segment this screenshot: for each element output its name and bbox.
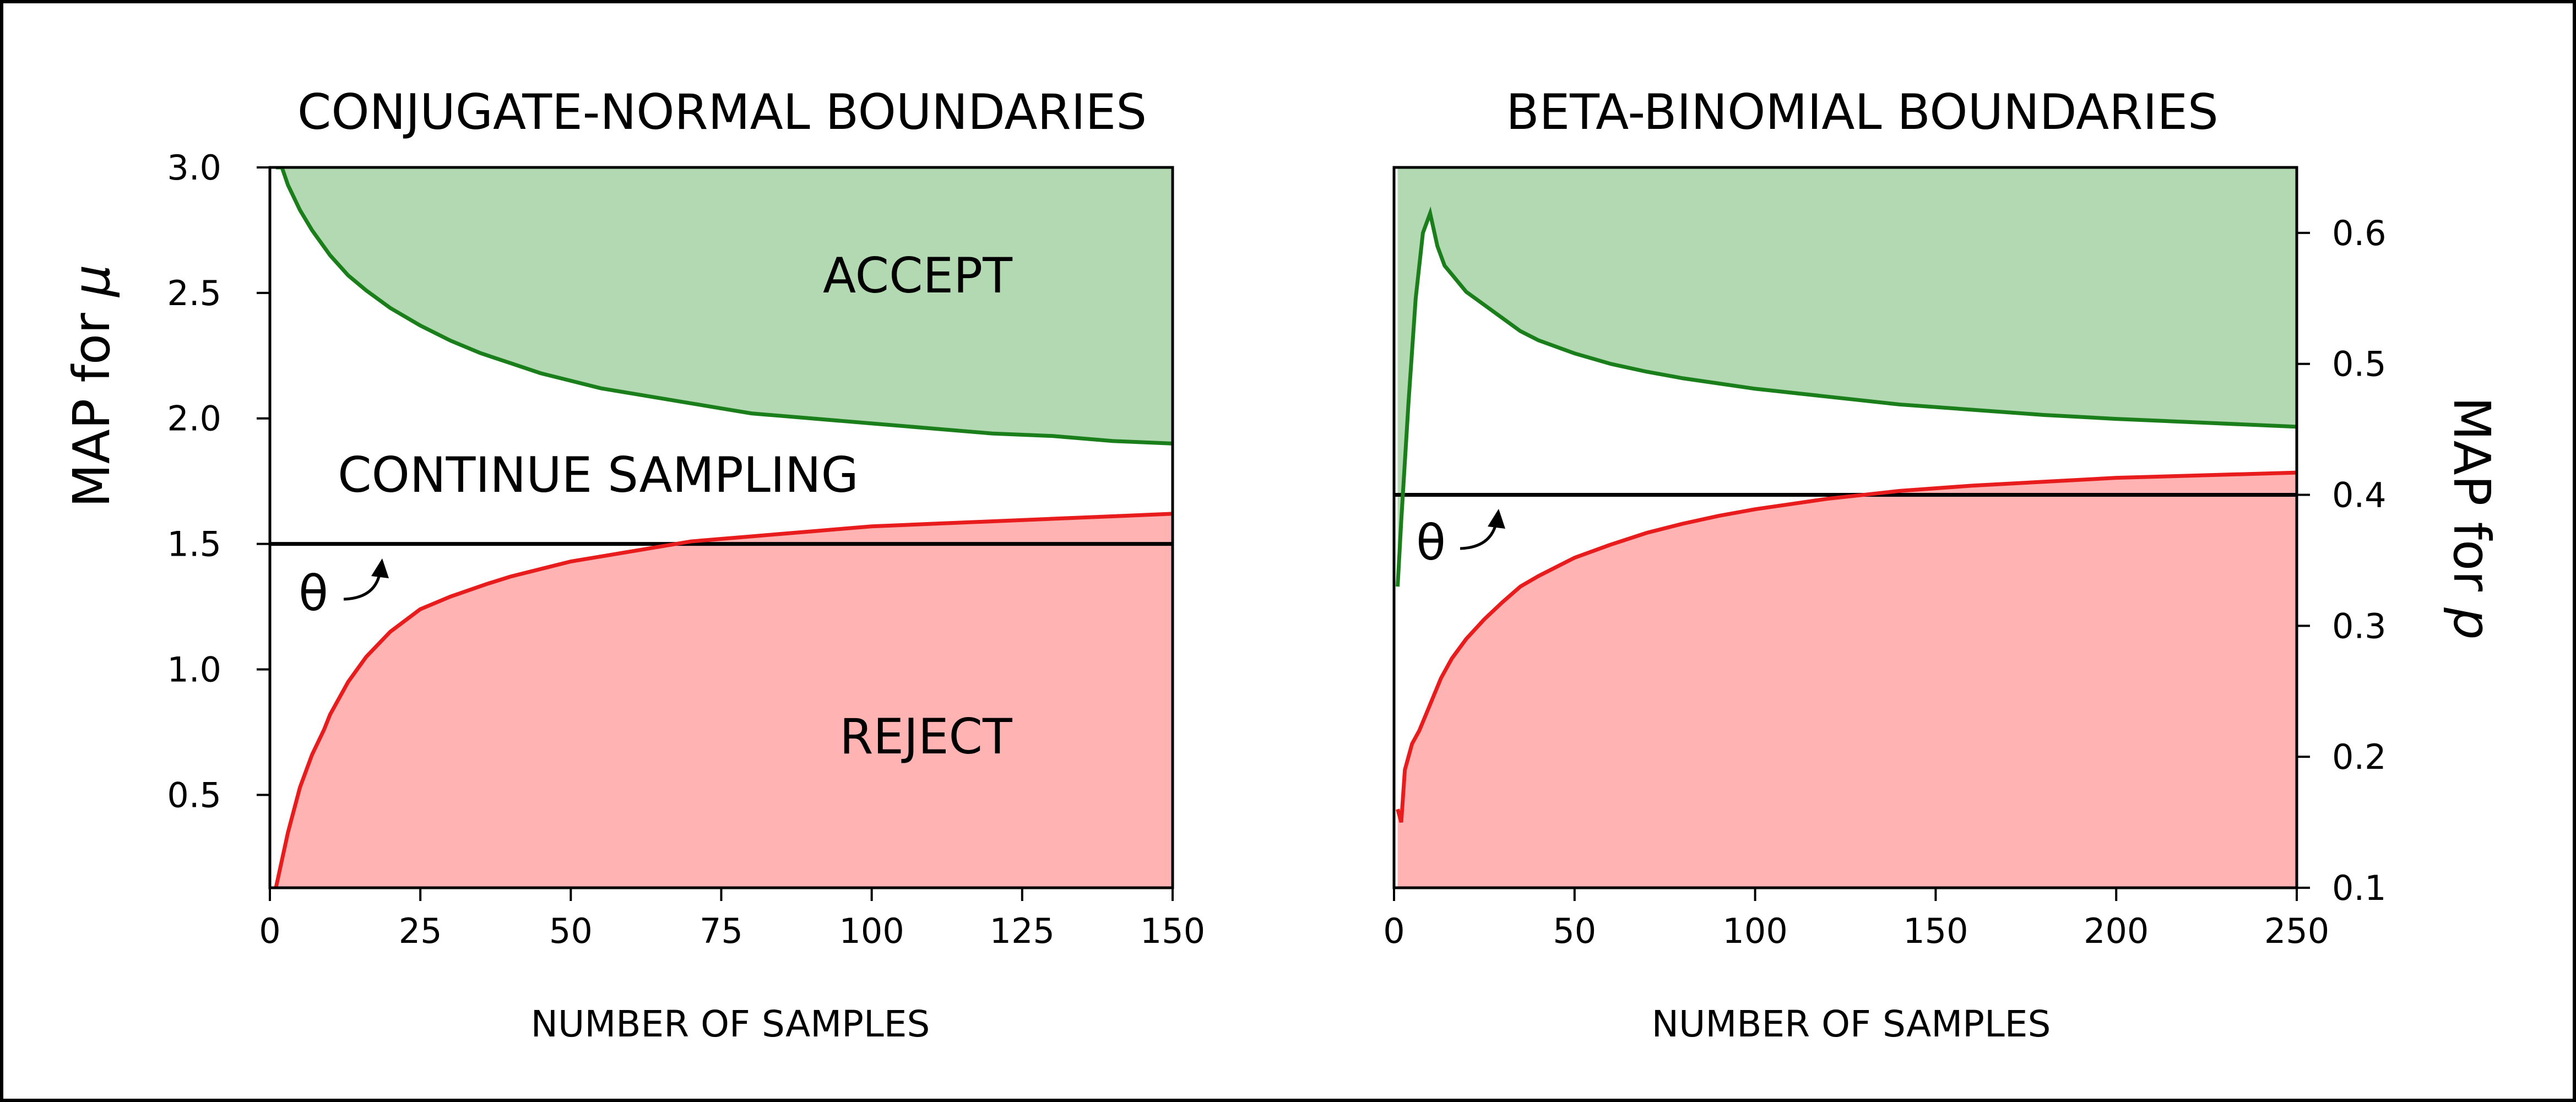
x-axis-label: NUMBER OF SAMPLES bbox=[531, 1003, 930, 1045]
x-tick-label: 250 bbox=[2264, 911, 2329, 951]
charts-canvas: 0 25 50 75 100 125 150 0.5 1.0 1.5 2.0 2.5 3.0 CONJU… bbox=[62, 84, 2501, 1045]
y-axis-label: MAP for p bbox=[2442, 397, 2501, 639]
plot-frame bbox=[1392, 166, 2298, 889]
x-tick-label: 0 bbox=[259, 911, 280, 951]
accept-boundary-line bbox=[275, 167, 1173, 446]
x-tick-label: 25 bbox=[399, 911, 442, 951]
y-tick-label: 0.4 bbox=[2332, 475, 2387, 515]
chart-title: BETA-BINOMIAL BOUNDARIES bbox=[1506, 84, 2219, 140]
threshold-label: θ bbox=[1416, 514, 1446, 571]
x-tick-label: 125 bbox=[990, 911, 1055, 951]
conjugate-normal-panel: 0 25 50 75 100 125 150 0.5 1.0 1.5 2.0 2.5 3.0 CONJU… bbox=[62, 84, 1205, 1045]
accept-region bbox=[1397, 167, 2297, 587]
x-axis-label: NUMBER OF SAMPLES bbox=[1652, 1003, 2051, 1045]
y-tick-label: 2.0 bbox=[167, 399, 221, 439]
accept-boundary-line bbox=[1396, 206, 2297, 587]
y-axis-label-symbol: p bbox=[2442, 607, 2501, 639]
plot-area: 0 25 50 75 100 125 150 0.5 1.0 1.5 2.0 2.5 3.0 bbox=[167, 148, 1205, 951]
accept-region-label: ACCEPT bbox=[823, 247, 1013, 304]
y-tick-label: 1.5 bbox=[167, 524, 221, 564]
x-tick-label: 0 bbox=[1383, 911, 1404, 951]
threshold-label: θ bbox=[299, 565, 328, 622]
x-tick-label: 50 bbox=[1553, 911, 1596, 951]
y-tick-label: 0.5 bbox=[2332, 344, 2387, 384]
x-tick-label: 100 bbox=[839, 911, 904, 951]
threshold-arrowhead bbox=[371, 558, 389, 578]
y-tick-label: 0.2 bbox=[2332, 737, 2387, 777]
y-tick-label: 3.0 bbox=[167, 148, 221, 188]
y-axis-label-text: MAP for bbox=[62, 297, 121, 508]
y-tick-label: 2.5 bbox=[167, 273, 221, 313]
reject-boundary-line bbox=[274, 512, 1173, 888]
chart-title: CONJUGATE-NORMAL BOUNDARIES bbox=[297, 84, 1147, 140]
y-tick-label: 1.0 bbox=[167, 649, 221, 690]
x-tick-label: 100 bbox=[1722, 911, 1787, 951]
y-tick-label: 0.1 bbox=[2332, 868, 2387, 908]
x-tick-label: 150 bbox=[1903, 911, 1968, 951]
y-axis-label: MAP for μ bbox=[62, 264, 121, 507]
x-tick-label: 50 bbox=[549, 911, 593, 951]
y-tick-label: 0.6 bbox=[2332, 213, 2387, 253]
continue-region-label: CONTINUE SAMPLING bbox=[338, 447, 859, 503]
threshold-arrowhead bbox=[1488, 509, 1505, 529]
reject-region bbox=[1397, 473, 2297, 888]
reject-region bbox=[275, 513, 1173, 888]
x-tick-label: 75 bbox=[699, 911, 743, 951]
y-axis-label-symbol: μ bbox=[62, 264, 121, 298]
x-tick-label: 150 bbox=[1140, 911, 1205, 951]
y-tick-label: 0.5 bbox=[167, 775, 221, 815]
x-tick-label: 200 bbox=[2084, 911, 2149, 951]
y-axis-label-text: MAP for bbox=[2442, 397, 2501, 607]
reject-region-label: REJECT bbox=[839, 708, 1013, 765]
accept-region bbox=[275, 167, 1173, 444]
y-tick-label: 0.3 bbox=[2332, 606, 2387, 646]
reject-boundary-line bbox=[1396, 470, 2297, 823]
